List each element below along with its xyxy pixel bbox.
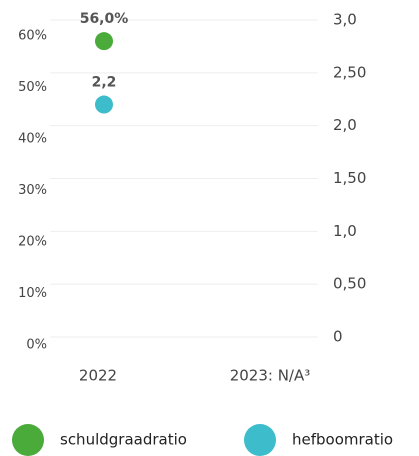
value-label: 2,2 — [92, 75, 117, 91]
value-label: 56,0% — [80, 11, 129, 27]
y-tick-label: 40% — [18, 132, 47, 147]
y-tick-label: 30% — [18, 183, 47, 198]
x-tick-label: 2022 — [79, 367, 117, 385]
legend-label: schuldgraadratio — [60, 431, 187, 449]
y2-tick-label: 1,50 — [333, 169, 366, 187]
dot — [95, 95, 113, 114]
y2-tick-label: 3,0 — [333, 11, 357, 29]
x-tick-label: 2023: N/A³ — [230, 367, 311, 385]
legend-swatch — [12, 424, 44, 456]
y2-tick-label: 0,50 — [333, 275, 366, 293]
y2-tick-label: 2,0 — [333, 116, 357, 134]
y-tick-label: 20% — [18, 235, 47, 250]
y2-tick-label: 0 — [333, 328, 343, 346]
y-tick-label: 10% — [18, 286, 47, 301]
y-tick-label: 50% — [18, 80, 47, 95]
legend-label: hefboomratio — [292, 431, 393, 449]
y-tick-label: 60% — [18, 29, 47, 44]
legend-swatch — [244, 424, 276, 456]
dot — [95, 32, 113, 51]
y-tick-label: 0% — [26, 338, 47, 353]
y2-tick-label: 1,0 — [333, 222, 357, 240]
y2-tick-label: 2,50 — [333, 63, 366, 81]
